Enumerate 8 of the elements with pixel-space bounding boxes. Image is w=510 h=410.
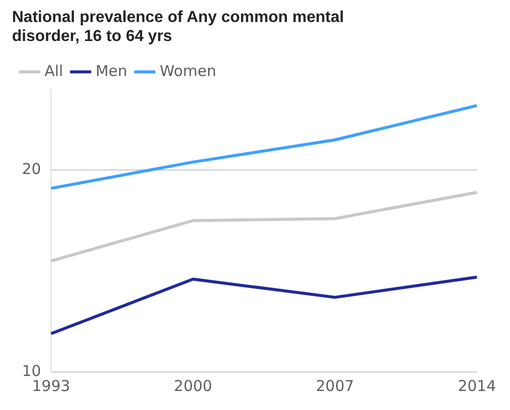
- chart-title: National prevalence of Any common mental disorder, 16 to 64 yrs: [12, 9, 344, 46]
- x-tick-label: 2000: [174, 376, 212, 395]
- legend-label: Men: [96, 62, 128, 80]
- x-tick-label: 2014: [458, 376, 496, 395]
- legend-label: Women: [160, 62, 216, 80]
- y-tick-label: 20: [22, 160, 42, 178]
- x-tick-label: 2007: [316, 376, 354, 395]
- legend-label: All: [44, 62, 64, 80]
